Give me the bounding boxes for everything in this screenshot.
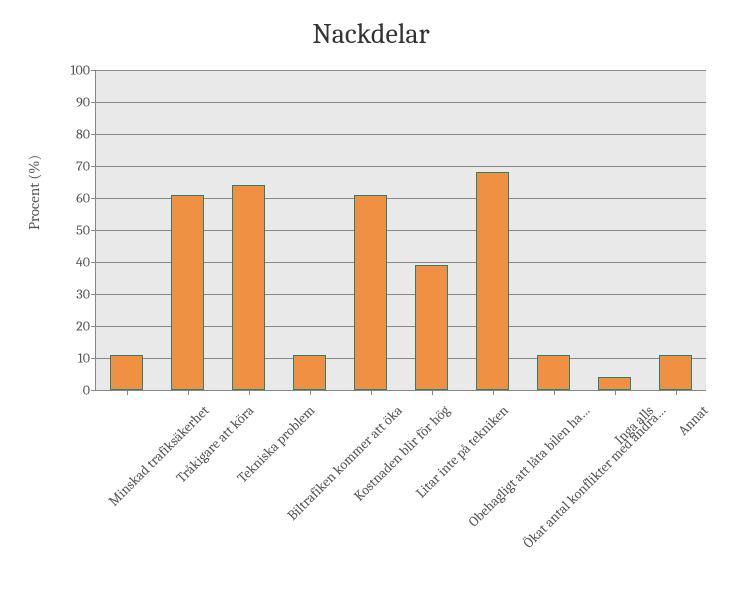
x-tick-mark <box>676 390 677 395</box>
bar-chart: Nackdelar Procent (%) 010203040506070809… <box>0 0 742 601</box>
bar <box>598 377 632 390</box>
y-tick-label: 40 <box>76 254 96 271</box>
gridline <box>96 166 706 167</box>
y-tick-label: 60 <box>76 190 96 207</box>
bar <box>476 172 510 390</box>
bar <box>354 195 388 390</box>
x-tick-mark <box>249 390 250 395</box>
x-tick-mark <box>188 390 189 395</box>
plot-area: 0102030405060708090100Minskad trafiksäke… <box>95 70 706 391</box>
x-tick-mark <box>615 390 616 395</box>
y-tick-label: 80 <box>76 126 96 143</box>
x-tick-mark <box>127 390 128 395</box>
x-tick-mark <box>493 390 494 395</box>
bar <box>293 355 327 390</box>
bar <box>537 355 571 390</box>
x-tick-mark <box>554 390 555 395</box>
bar <box>232 185 266 390</box>
x-tick-mark <box>310 390 311 395</box>
bar <box>171 195 205 390</box>
gridline <box>96 102 706 103</box>
y-tick-label: 70 <box>76 158 96 175</box>
y-tick-label: 20 <box>76 318 96 335</box>
bar <box>659 355 693 390</box>
y-tick-label: 30 <box>76 286 96 303</box>
y-tick-label: 0 <box>83 382 96 399</box>
x-tick-label: Annat <box>674 402 711 439</box>
gridline <box>96 134 706 135</box>
bar <box>415 265 449 390</box>
gridline <box>96 70 706 71</box>
y-tick-label: 10 <box>78 350 96 367</box>
x-tick-mark <box>432 390 433 395</box>
y-tick-label: 50 <box>76 222 96 239</box>
bar <box>110 355 144 390</box>
x-tick-mark <box>371 390 372 395</box>
y-tick-label: 100 <box>70 62 96 79</box>
y-tick-label: 90 <box>76 94 96 111</box>
y-axis-title: Procent (%) <box>25 155 43 230</box>
chart-title: Nackdelar <box>0 0 742 60</box>
